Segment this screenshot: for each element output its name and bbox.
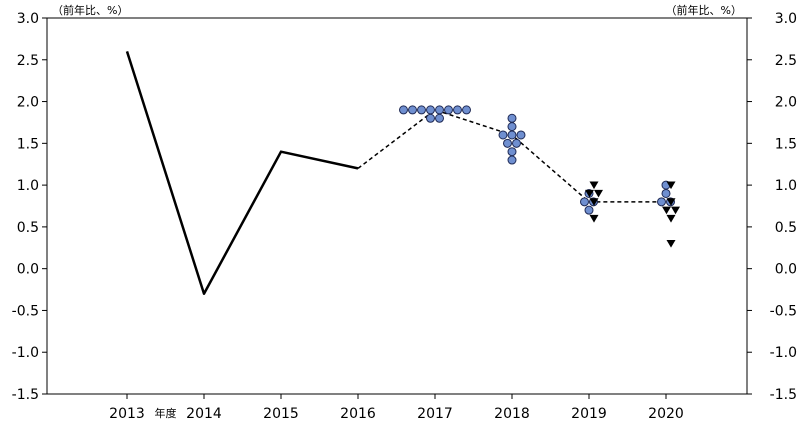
forecast-triangle-marker	[594, 189, 603, 198]
forecast-triangle-marker	[589, 214, 599, 223]
x-tick-label: 2014	[186, 406, 222, 422]
y-axis-right: 3.0 2.5 2.0 1.5 1.0 0.5 0.0 -0.5 -1.0 -1.5	[747, 11, 797, 403]
x-tick-label: 2017	[417, 406, 453, 422]
forecast-circle-marker	[498, 130, 508, 140]
y-tick-label-right: 2.5	[775, 53, 797, 69]
forecast-circle-marker	[507, 122, 517, 132]
forecast-circle-marker	[661, 188, 671, 198]
forecast-circle-marker	[435, 113, 444, 123]
forecast-triangle-marker	[585, 189, 594, 198]
x-tick-label: 2015	[263, 406, 299, 422]
y-tick-label-right: -0.5	[770, 303, 797, 319]
forecast-circle-marker	[512, 138, 521, 148]
forecast-circle-marker	[503, 138, 512, 148]
actual-line	[125, 51, 359, 295]
y-tick-label-left: 2.5	[17, 53, 39, 69]
y-tick-label-left: 3.0	[17, 11, 39, 27]
forecast-circle-marker	[584, 205, 594, 215]
y-tick-label-right: 2.0	[775, 95, 797, 111]
forecast-triangle-marker	[666, 214, 676, 223]
unit-label-left: （前年比、%）	[52, 3, 128, 17]
y-axis-left: 3.0 2.5 2.0 1.5 1.0 0.5 0.0 -0.5 -1.0 -1.5	[12, 11, 47, 403]
y-tick-label-left: 0.0	[17, 262, 39, 278]
y-tick-label-left: 1.5	[17, 136, 39, 152]
forecast-circle-marker	[453, 105, 462, 115]
y-tick-label-right: 0.5	[775, 220, 797, 236]
x-tick-label: 2019	[571, 406, 607, 422]
forecast-circle-marker	[426, 105, 435, 115]
series-lines	[125, 51, 666, 295]
x-axis: 2013 2014 2015 2016 2017 2018 2019 2020 年度	[109, 394, 684, 422]
forecast-circle-marker	[417, 105, 426, 115]
forecast-triangle-marker	[666, 198, 676, 206]
forecast-circle-marker	[408, 105, 417, 115]
plot-frame	[46, 17, 748, 395]
forecast-triangle-marker	[671, 206, 680, 215]
forecast-triangle-marker	[666, 240, 676, 248]
y-tick-label-left: -1.5	[12, 387, 39, 403]
forecast-circle-marker	[426, 113, 435, 123]
forecast-circle-marker	[435, 105, 444, 115]
forecast-circle-marker	[399, 105, 408, 115]
y-tick-label-left: 0.5	[17, 220, 39, 236]
y-tick-label-left: -1.0	[12, 345, 39, 361]
x-tick-label: 2016	[340, 406, 376, 422]
x-tick-label: 2020	[648, 406, 684, 422]
y-tick-label-right: 1.5	[775, 136, 797, 152]
y-tick-label-left: 1.0	[17, 178, 39, 194]
forecast-circle-marker	[507, 113, 517, 123]
forecast-circle-marker	[507, 147, 517, 157]
x-axis-suffix-label: 年度	[155, 406, 177, 420]
y-tick-label-left: -0.5	[12, 303, 39, 319]
forecast-triangle-marker	[662, 206, 671, 215]
y-tick-label-right: 0.0	[775, 262, 797, 278]
forecast-circle-marker	[507, 130, 517, 140]
forecast-circle-marker	[516, 130, 526, 140]
forecast-circle-marker	[580, 197, 589, 207]
y-tick-label-right: -1.0	[770, 345, 797, 361]
x-tick-label: 2018	[494, 406, 530, 422]
forecast-triangle-marker	[666, 181, 676, 190]
y-tick-label-left: 2.0	[17, 95, 39, 111]
y-tick-label-right: 3.0	[775, 11, 797, 27]
forecast-markers	[399, 105, 680, 248]
forecast-circle-marker	[657, 197, 666, 207]
unit-label-right: （前年比、%）	[666, 3, 742, 17]
forecast-circle-marker	[462, 105, 471, 115]
forecast-triangle-marker	[589, 181, 599, 190]
x-tick-label: 2013	[109, 406, 145, 422]
y-tick-label-right: 1.0	[775, 178, 797, 194]
forecast-circle-marker	[444, 105, 453, 115]
forecast-circle-marker	[507, 155, 517, 165]
y-tick-label-right: -1.5	[770, 387, 797, 403]
forecast-triangle-marker	[589, 198, 599, 206]
